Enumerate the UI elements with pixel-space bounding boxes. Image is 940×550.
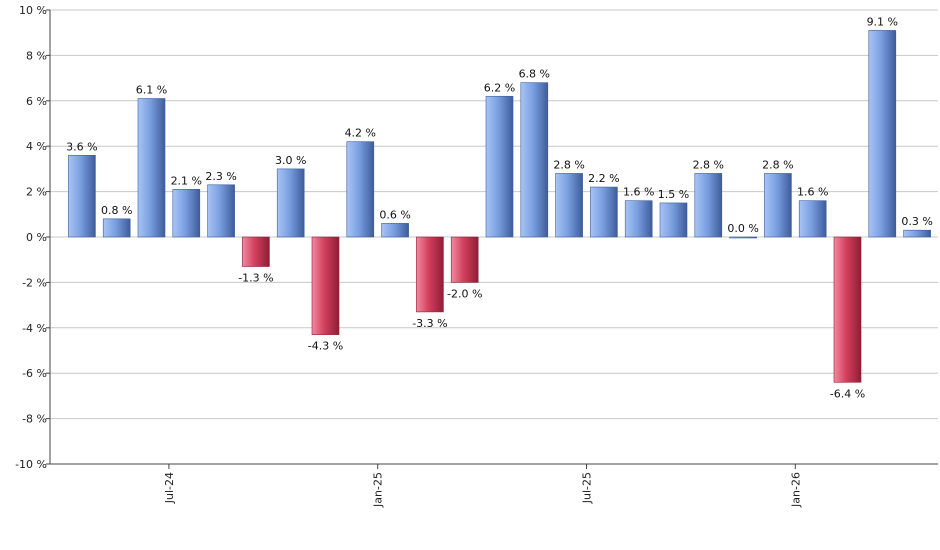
bar bbox=[311, 236, 340, 335]
data-label: 6.2 % bbox=[484, 81, 515, 94]
data-label: -4.3 % bbox=[308, 340, 343, 353]
data-label: 2.8 % bbox=[762, 158, 793, 171]
y-tick-label: 4 % bbox=[26, 140, 47, 153]
bar bbox=[172, 189, 201, 238]
y-tick-label: -2 % bbox=[22, 276, 47, 289]
bar bbox=[764, 173, 792, 238]
bar bbox=[798, 200, 827, 238]
bar bbox=[659, 202, 688, 238]
x-tick-label: Jul-25 bbox=[581, 472, 594, 504]
y-tick-label: -4 % bbox=[22, 322, 47, 335]
x-tick-label: Jan-25 bbox=[372, 472, 385, 508]
bar bbox=[833, 236, 862, 383]
y-tick-label: -10 % bbox=[15, 458, 47, 471]
y-tick-label: 10 % bbox=[19, 4, 47, 17]
data-label: 1.5 % bbox=[658, 188, 689, 201]
data-label: -1.3 % bbox=[238, 272, 273, 285]
bar bbox=[694, 173, 723, 238]
bar bbox=[102, 218, 131, 238]
bar bbox=[590, 186, 618, 238]
data-label: 0.6 % bbox=[379, 208, 410, 221]
bar bbox=[485, 95, 514, 238]
x-tick-label: Jul-24 bbox=[163, 472, 176, 504]
bar bbox=[520, 82, 549, 238]
y-tick-label: 8 % bbox=[26, 49, 47, 62]
data-labels: 3.6 % 0.8 % 6.1 % 2.1 % 2.3 % -1.3 % 3.0 % -4.3… bbox=[66, 15, 933, 400]
data-label: 0.3 % bbox=[901, 215, 932, 228]
data-label: 4.2 % bbox=[345, 127, 376, 140]
bar bbox=[242, 236, 270, 267]
y-tick-label: -6 % bbox=[22, 367, 47, 380]
data-label: 2.3 % bbox=[205, 170, 236, 183]
data-label: 0.8 % bbox=[101, 204, 132, 217]
bar bbox=[276, 168, 305, 238]
bar bbox=[416, 236, 444, 313]
data-label: 0.0 % bbox=[727, 222, 758, 235]
x-axis-tick-labels: Jul-24 Jan-25 Jul-25 Jan-26 bbox=[163, 464, 802, 508]
y-axis-tick-labels: 10 % 8 % 6 % 4 % 2 % 0 % -2 % -4 % -6 % -8 % -10 % bbox=[15, 4, 50, 471]
data-label: 9.1 % bbox=[867, 15, 898, 28]
bars bbox=[68, 30, 931, 383]
y-tick-label: 2 % bbox=[26, 186, 47, 199]
y-tick-label: 6 % bbox=[26, 95, 47, 108]
data-label: 3.0 % bbox=[275, 154, 306, 167]
bar bbox=[868, 30, 897, 238]
data-label: 2.8 % bbox=[693, 158, 724, 171]
bar bbox=[68, 154, 96, 238]
data-label: 2.2 % bbox=[588, 172, 619, 185]
data-label: 2.8 % bbox=[553, 158, 584, 171]
data-label: 1.6 % bbox=[623, 186, 654, 199]
bar bbox=[381, 223, 409, 238]
data-label: 1.6 % bbox=[797, 186, 828, 199]
data-label: 3.6 % bbox=[66, 140, 97, 153]
bar bbox=[450, 236, 479, 283]
data-label: -2.0 % bbox=[447, 287, 482, 300]
y-tick-label: 0 % bbox=[26, 231, 47, 244]
bar bbox=[903, 229, 931, 238]
x-tick-label: Jan-26 bbox=[789, 472, 802, 508]
data-label: -6.4 % bbox=[830, 387, 865, 400]
bar bbox=[137, 98, 166, 238]
bar bbox=[346, 141, 375, 238]
data-label: 6.8 % bbox=[519, 68, 550, 81]
data-label: 2.1 % bbox=[171, 174, 202, 187]
data-label: -3.3 % bbox=[412, 317, 447, 330]
bar bbox=[729, 236, 757, 239]
data-label: 6.1 % bbox=[136, 84, 167, 97]
bar bbox=[624, 200, 653, 238]
y-tick-label: -8 % bbox=[22, 413, 47, 426]
bar bbox=[207, 184, 235, 238]
bar bbox=[555, 173, 583, 238]
axes bbox=[49, 10, 938, 465]
